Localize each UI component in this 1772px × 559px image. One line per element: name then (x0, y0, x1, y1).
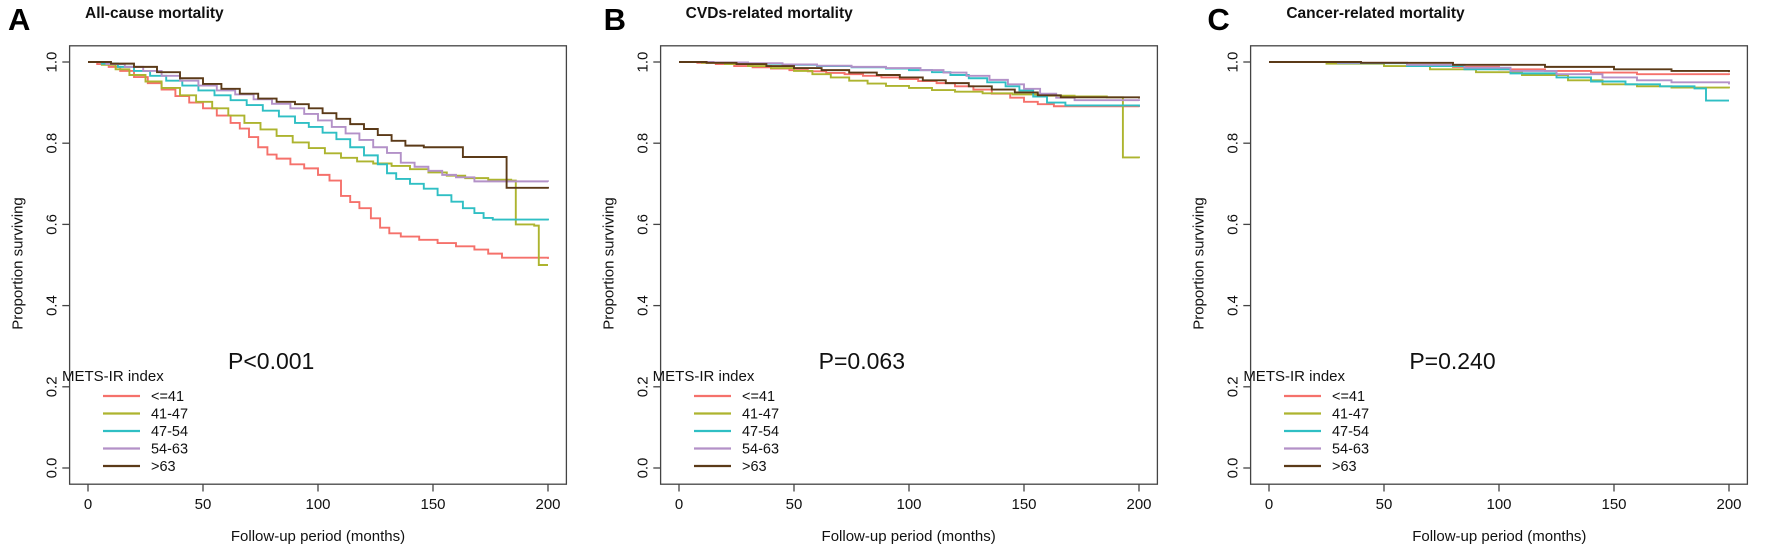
y-tick-label: 0.6 (1225, 214, 1242, 235)
x-tick-label: 50 (195, 496, 212, 513)
y-tick-label: 0.6 (43, 214, 60, 235)
y-tick-label: 0.4 (634, 295, 651, 316)
x-axis-label: Follow-up period (months) (1412, 528, 1587, 545)
panel-cvds-mortality: 0 50 100 150 200 0.0 0.2 0.4 0.6 0.8 1.0 <=41 41-47 4… (591, 0, 1182, 559)
survival-curve-5463 (678, 61, 1140, 102)
legend-item-label: 41-47 (151, 406, 188, 422)
panel-title: CVDs-related mortality (685, 5, 853, 22)
x-tick-label: 200 (1126, 496, 1151, 513)
y-axis-label: Proportion surviving (9, 197, 27, 330)
survival-curve-41 (87, 61, 549, 259)
x-tick-label: 50 (1376, 496, 1393, 513)
survival-curve-4754 (87, 61, 549, 221)
y-tick-label: 1.0 (634, 52, 651, 73)
legend-title: METS-IR index (652, 368, 755, 385)
legend-item-label: <=41 (742, 389, 775, 405)
legend-item-label: >63 (742, 459, 767, 475)
y-tick-label: 0.0 (1225, 458, 1242, 479)
legend-item-label: 47-54 (742, 424, 779, 440)
panel-letter: A (8, 2, 31, 37)
p-value-label: P<0.001 (228, 348, 315, 374)
legend-item-label: 41-47 (742, 406, 779, 422)
x-tick-label: 150 (1602, 496, 1627, 513)
panel-title: Cancer-related mortality (1286, 5, 1465, 22)
y-tick-label: 0.6 (634, 214, 651, 235)
plot-box (68, 45, 568, 485)
x-tick-label: 100 (896, 496, 921, 513)
y-tick-label: 0.0 (43, 458, 60, 479)
legend-item-label: 54-63 (151, 441, 188, 457)
y-tick-label: 0.8 (43, 133, 60, 154)
legend-item-label: 41-47 (1332, 406, 1369, 422)
plot-box (1250, 45, 1749, 485)
survival-curve-4147 (678, 61, 1140, 159)
legend-title: METS-IR index (62, 368, 164, 385)
p-value-label: P=0.063 (818, 348, 905, 374)
x-tick-label: 150 (420, 496, 445, 513)
legend-item-label: >63 (151, 459, 176, 475)
y-tick-label: 0.2 (634, 376, 651, 397)
legend-item-label: 54-63 (1332, 441, 1369, 457)
x-tick-label: 200 (535, 496, 560, 513)
panel-cancer-mortality: 0 50 100 150 200 0.0 0.2 0.4 0.6 0.8 1.0 <=41 41-47 4… (1181, 0, 1772, 559)
y-tick-label: 0.8 (634, 133, 651, 154)
y-tick-label: 0.2 (1225, 376, 1242, 397)
legend-item-label: 54-63 (742, 441, 779, 457)
y-tick-label: 0.8 (1225, 133, 1242, 154)
x-tick-label: 100 (305, 496, 330, 513)
x-tick-label: 150 (1011, 496, 1036, 513)
y-tick-label: 0.4 (1225, 295, 1242, 316)
legend-item-label: 47-54 (151, 424, 188, 440)
y-axis-label: Proportion surviving (1190, 197, 1208, 330)
x-tick-label: 0 (84, 496, 92, 513)
x-tick-label: 200 (1717, 496, 1742, 513)
survival-curve-5463 (87, 61, 549, 183)
legend-item-label: >63 (1332, 459, 1357, 475)
y-tick-label: 1.0 (43, 52, 60, 73)
x-axis-label: Follow-up period (months) (821, 528, 996, 545)
panel-letter: C (1207, 2, 1230, 37)
legend-item-label: 47-54 (1332, 424, 1369, 440)
p-value-label: P=0.240 (1409, 348, 1496, 374)
survival-curve-63 (678, 61, 1140, 99)
y-tick-label: 0.0 (634, 458, 651, 479)
panel-all-cause-mortality: 0 50 100 150 200 0.0 0.2 0.4 0.6 0.8 1.0 <=41 41-47 4… (0, 0, 591, 559)
legend-item-label: <=41 (1332, 389, 1365, 405)
x-tick-label: 0 (1265, 496, 1273, 513)
y-tick-label: 0.2 (43, 376, 60, 397)
plot-box (659, 45, 1158, 485)
legend-item-label: <=41 (151, 389, 184, 405)
y-tick-label: 0.4 (43, 295, 60, 316)
x-tick-label: 0 (674, 496, 682, 513)
panel-letter: B (603, 2, 627, 37)
legend-title: METS-IR index (1243, 368, 1346, 385)
y-tick-label: 1.0 (1225, 52, 1242, 73)
survival-curve-63 (1269, 61, 1731, 73)
panel-title: All-cause mortality (85, 5, 224, 22)
y-axis-label: Proportion surviving (600, 197, 618, 330)
x-tick-label: 50 (785, 496, 802, 513)
x-axis-label: Follow-up period (months) (230, 528, 406, 545)
survival-curve-63 (87, 61, 549, 189)
x-tick-label: 100 (1487, 496, 1512, 513)
survival-curve-4147 (87, 61, 548, 266)
